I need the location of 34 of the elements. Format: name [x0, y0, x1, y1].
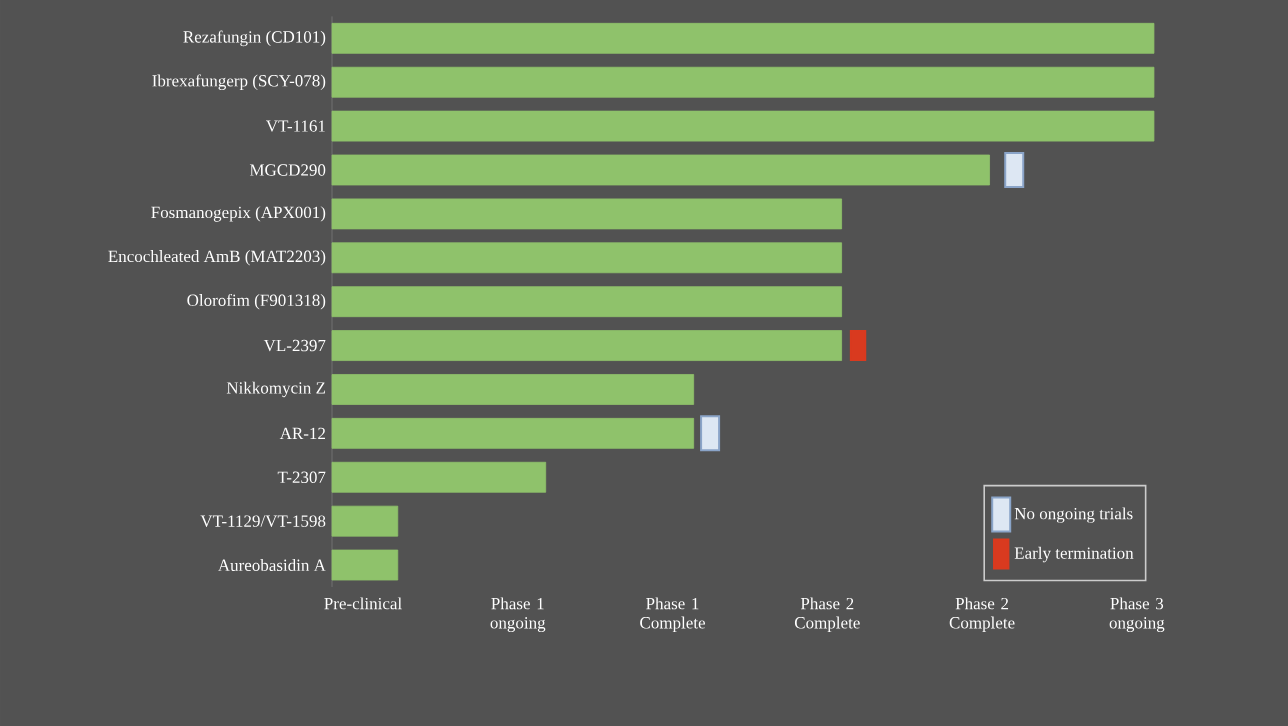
y-tick-label: VL-2397 [263, 339, 326, 352]
y-tick-label: Rezafungin (CD101) [183, 30, 326, 47]
bar [331, 286, 843, 318]
y-tick-label: Nikkomycin Z [226, 381, 326, 398]
y-tick-label: Ibrexafungerp (SCY-078) [152, 74, 326, 91]
bar [331, 242, 843, 274]
y-tick-label: Aureobasidin A [217, 559, 326, 572]
y-tick-label: Olorofim (F901318) [187, 293, 326, 310]
bar [331, 198, 843, 230]
bar [331, 461, 547, 493]
y-tick-label: Fosmanogepix (APX001) [151, 206, 326, 222]
bar [331, 330, 843, 361]
text: Phase 1 ongoing [490, 597, 546, 633]
bar [331, 374, 695, 405]
text: Phase 3 ongoing [1109, 597, 1165, 633]
y-tick-label: Encochleated AmB (MAT2203) [108, 250, 326, 266]
legend-label: No ongoing trials [1014, 507, 1133, 523]
bar [331, 417, 695, 449]
text: Phase 2 Complete [949, 597, 1015, 632]
y-tick-label: VT-1161 [266, 120, 325, 132]
bar [331, 22, 1155, 54]
bar [331, 549, 399, 581]
y-tick-label: VT-1129/VT-1598 [200, 515, 326, 527]
text: Phase 1 Complete [640, 597, 706, 632]
bar [331, 154, 990, 186]
bar [331, 66, 1155, 98]
text: Phase 2 Complete [794, 597, 860, 632]
legend-label: Early termination [1014, 546, 1134, 563]
bar [331, 110, 1155, 142]
y-tick-label: T-2307 [277, 471, 326, 483]
y-tick-label: AR-12 [279, 427, 325, 439]
bar [331, 505, 399, 537]
y-tick-label: MGCD290 [249, 164, 326, 176]
text: Pre-clinical [324, 597, 402, 610]
